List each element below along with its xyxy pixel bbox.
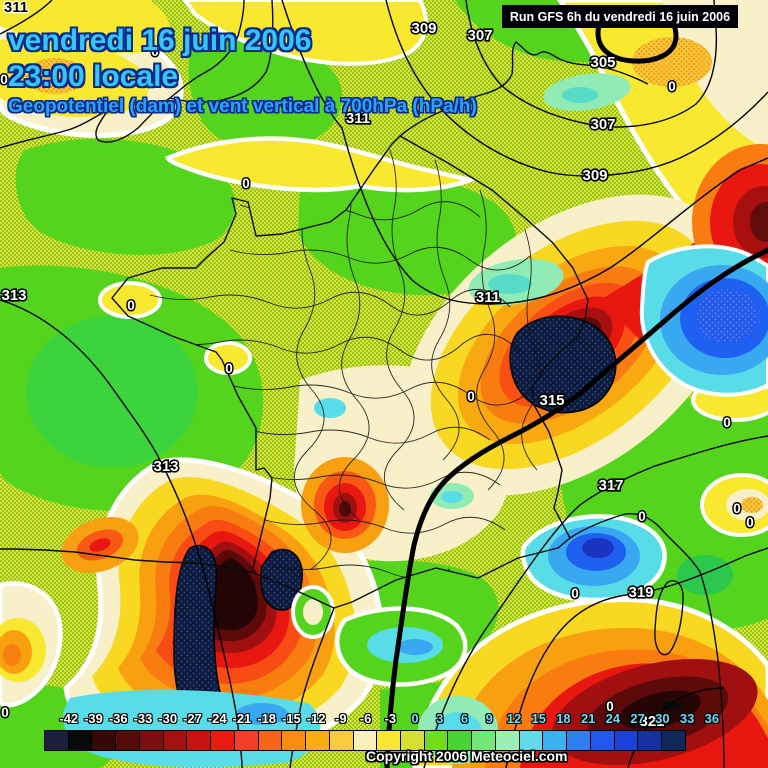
svg-text:0: 0 bbox=[0, 72, 8, 87]
colorbar-value-label: -33 bbox=[133, 711, 153, 726]
contour-label: 315 bbox=[539, 392, 564, 409]
colorbar-cell bbox=[138, 730, 164, 751]
colorbar-value-label: -15 bbox=[281, 711, 301, 726]
svg-text:0: 0 bbox=[668, 79, 676, 94]
time-title: 23:00 locale bbox=[8, 60, 179, 93]
contour-label: 311 bbox=[346, 110, 370, 127]
colorbar-cell bbox=[67, 730, 93, 751]
colorbar-cell bbox=[210, 730, 235, 751]
colorbar-value-label: -12 bbox=[306, 711, 326, 726]
svg-text:0: 0 bbox=[723, 415, 731, 430]
contour-label: 313 bbox=[1, 287, 26, 304]
contour-label: 305 bbox=[590, 54, 615, 71]
colorbar-value-label: 3 bbox=[436, 711, 444, 726]
map-feature-east-blue bbox=[639, 244, 768, 397]
contour-label: 307 bbox=[467, 27, 492, 44]
colorbar-cell bbox=[637, 730, 663, 751]
parameter-subtitle: Geopotentiel (dam) et vent vertical à 70… bbox=[8, 96, 477, 117]
colorbar-value-label: -9 bbox=[335, 711, 347, 726]
colorbar-value-label: -27 bbox=[183, 711, 202, 726]
svg-text:0: 0 bbox=[733, 501, 741, 516]
colorbar-value-label: 33 bbox=[679, 711, 695, 726]
map-feature-left-patch bbox=[61, 516, 139, 574]
svg-text:0: 0 bbox=[151, 44, 159, 59]
colorbar-cell bbox=[115, 730, 140, 751]
map-coastlines bbox=[0, 0, 725, 768]
colorbar-value-label: 30 bbox=[655, 711, 670, 726]
colorbar-value-label: 18 bbox=[556, 711, 571, 726]
contour-label: 319 bbox=[628, 584, 653, 601]
colorbar-cell bbox=[257, 730, 283, 751]
map-feature-gulf-blue bbox=[520, 514, 667, 603]
contour-label: 313 bbox=[153, 458, 178, 475]
colorbar-cell bbox=[186, 730, 212, 751]
map-zero-labels: 0 0 0 0 0 0 0 0 0 0 0 0 0 0 0 bbox=[0, 43, 755, 722]
colorbar-value-label: 0 bbox=[411, 711, 419, 726]
svg-text:0: 0 bbox=[467, 389, 475, 404]
map-contour-labels: 311 309 307 305 307 309 311 313 311 313 … bbox=[0, 0, 666, 732]
colorbar-value-label: -42 bbox=[59, 711, 79, 726]
colorbar-value-label: -6 bbox=[359, 711, 372, 726]
contour-label: 321 bbox=[639, 713, 664, 730]
contour-label: 311 bbox=[476, 289, 500, 306]
svg-text:0: 0 bbox=[638, 509, 646, 524]
colorbar-value-label: -36 bbox=[108, 711, 128, 726]
colorbar-value-label: -3 bbox=[384, 711, 397, 726]
colorbar-value-label: 6 bbox=[460, 711, 469, 726]
run-banner: Run GFS 6h du vendredi 16 juin 2006 bbox=[502, 5, 738, 28]
svg-text:0: 0 bbox=[225, 361, 233, 376]
map-feature-southwest-core bbox=[63, 457, 385, 763]
svg-text:0: 0 bbox=[571, 586, 579, 601]
colorbar-value-label: -18 bbox=[257, 711, 277, 726]
svg-text:0: 0 bbox=[242, 176, 250, 191]
colorbar-cell bbox=[328, 730, 354, 751]
colorbar-value-label: 27 bbox=[630, 711, 645, 726]
colorbar-cell bbox=[162, 730, 188, 751]
copyright-text: Copyright 2006 Meteociel.com bbox=[366, 748, 568, 764]
colorbar-value-label: 21 bbox=[580, 711, 596, 726]
colorbar-value-label: -24 bbox=[207, 711, 227, 726]
colorbar-value-label: -21 bbox=[232, 711, 252, 726]
colorbar-cell bbox=[589, 730, 615, 751]
colorbar-cell bbox=[233, 730, 259, 751]
colorbar-value-label: 24 bbox=[605, 711, 621, 726]
svg-text:0: 0 bbox=[606, 699, 614, 714]
contour-label: 311 bbox=[4, 0, 28, 16]
svg-text:0: 0 bbox=[746, 515, 754, 530]
colorbar-cell bbox=[305, 730, 330, 751]
colorbar-cell bbox=[566, 730, 591, 751]
svg-text:0: 0 bbox=[1, 705, 9, 720]
date-title: vendredi 16 juin 2006 bbox=[8, 24, 312, 57]
map-feature-mediterranean-core bbox=[412, 597, 768, 768]
colorbar-cell bbox=[661, 730, 686, 751]
contour-label: 317 bbox=[598, 477, 623, 494]
colorbar-value-label: 9 bbox=[485, 711, 493, 726]
colorbar-cell bbox=[281, 730, 307, 751]
colorbar-cell bbox=[44, 730, 69, 751]
colorbar-value-label: -30 bbox=[158, 711, 178, 726]
contour-label: 307 bbox=[590, 116, 615, 133]
colorbar-scale bbox=[44, 730, 686, 751]
contour-label: 309 bbox=[411, 20, 436, 37]
colorbar-value-label: 36 bbox=[704, 711, 720, 726]
colorbar-cell bbox=[91, 730, 117, 751]
colorbar-value-label: 12 bbox=[506, 711, 522, 726]
colorbar-value-label: 15 bbox=[531, 711, 546, 726]
svg-text:0: 0 bbox=[281, 96, 289, 111]
contour-label: 309 bbox=[582, 167, 607, 184]
colorbar-cell bbox=[613, 730, 639, 751]
colorbar-value-labels: -42 -39 -36 -33 -30 -27 -24 -21 -18 -15 … bbox=[56, 711, 724, 726]
svg-text:0: 0 bbox=[127, 298, 135, 313]
colorbar-value-label: -39 bbox=[84, 711, 103, 726]
